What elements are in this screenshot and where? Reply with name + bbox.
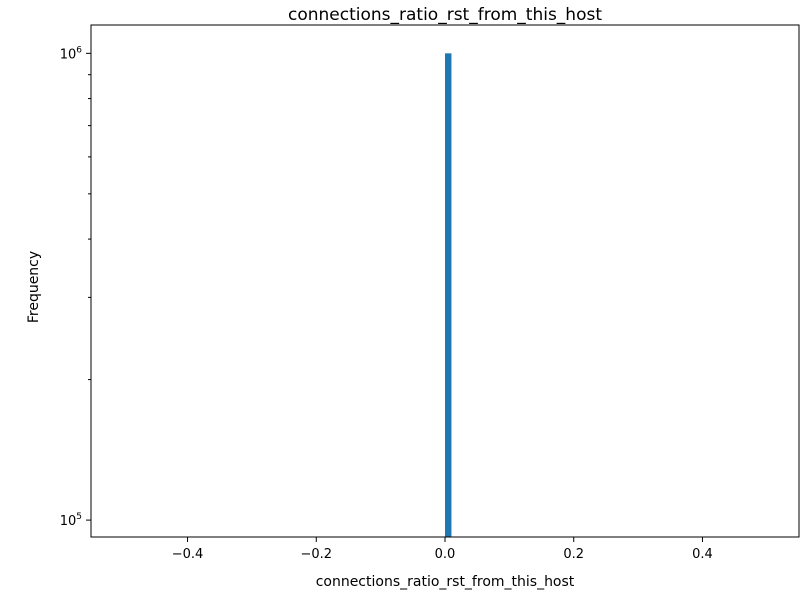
x-tick-label: −0.4 xyxy=(172,547,204,562)
chart-title: connections_ratio_rst_from_this_host xyxy=(288,5,602,25)
histogram-bar xyxy=(445,53,452,537)
x-axis-title: connections_ratio_rst_from_this_host xyxy=(316,574,575,590)
x-tick-label: 0.2 xyxy=(563,547,584,562)
x-axis: −0.4 −0.2 0.0 0.2 0.4 xyxy=(172,537,713,562)
x-tick-label: −0.2 xyxy=(300,547,332,562)
x-tick-label: 0.4 xyxy=(692,547,713,562)
y-tick-label: 106 xyxy=(60,45,83,62)
y-axis: 105 106 xyxy=(60,45,91,529)
x-tick-label: 0.0 xyxy=(435,547,456,562)
bars-layer xyxy=(445,53,452,537)
y-axis-title: Frequency xyxy=(26,251,42,323)
y-tick-label: 105 xyxy=(60,512,82,529)
